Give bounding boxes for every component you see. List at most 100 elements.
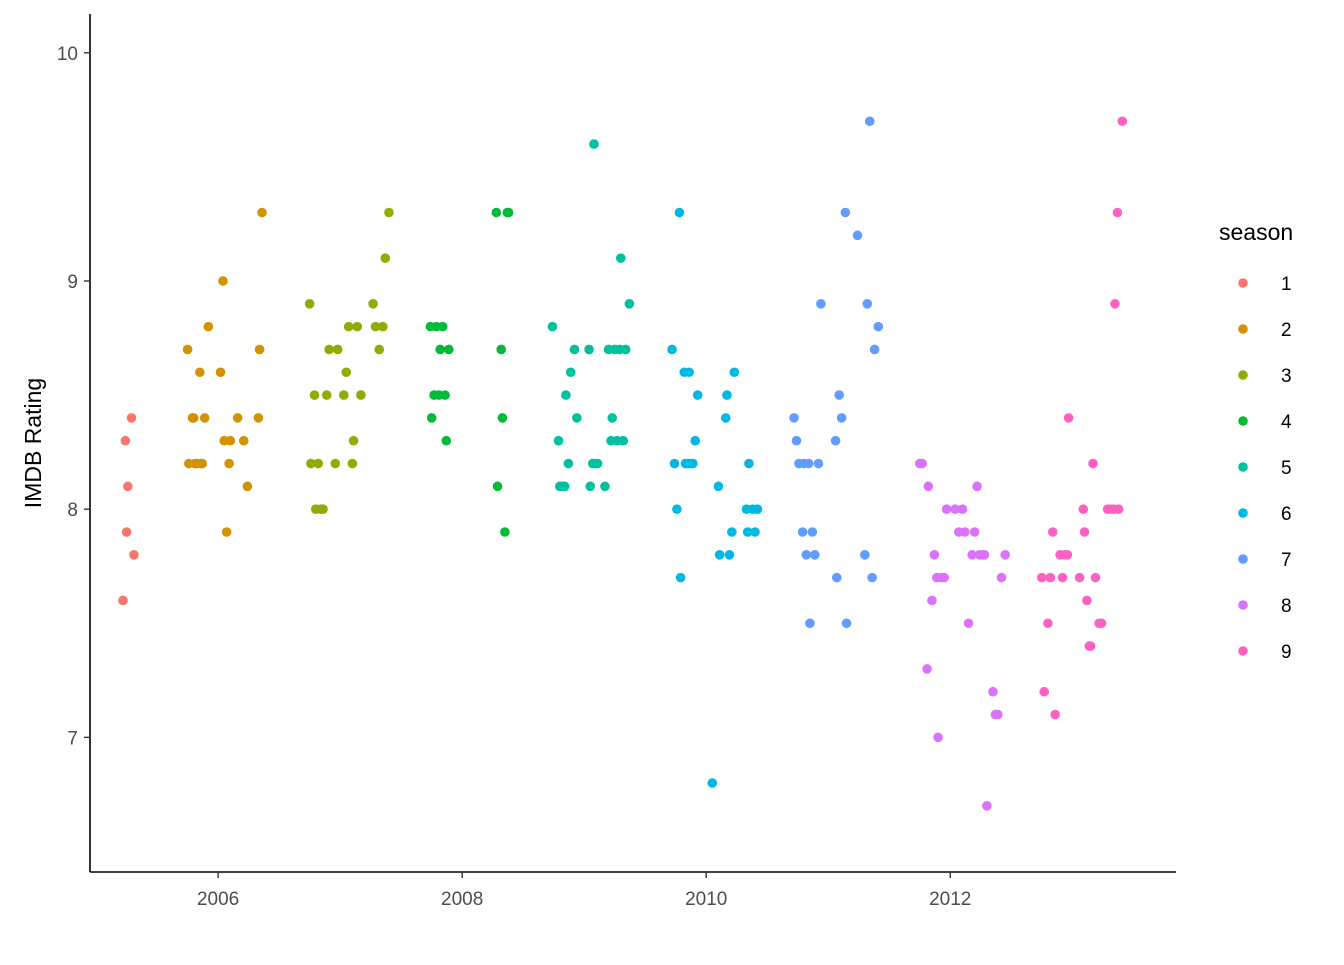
data-point bbox=[963, 618, 974, 629]
data-point bbox=[318, 504, 328, 514]
series-season-8 bbox=[914, 458, 1010, 811]
data-point bbox=[917, 458, 927, 469]
data-point bbox=[253, 413, 264, 423]
data-point bbox=[797, 527, 808, 537]
data-point bbox=[491, 207, 502, 218]
legend-key bbox=[1238, 508, 1248, 518]
data-point bbox=[713, 481, 724, 492]
data-point bbox=[569, 344, 580, 355]
data-point bbox=[592, 458, 603, 469]
data-point bbox=[339, 390, 349, 400]
data-point bbox=[972, 481, 982, 492]
data-point bbox=[500, 527, 510, 537]
data-point bbox=[722, 390, 732, 400]
data-point bbox=[126, 413, 137, 423]
data-point bbox=[330, 458, 341, 469]
data-point bbox=[687, 458, 698, 469]
data-point bbox=[672, 504, 682, 514]
legend-label: 8 bbox=[1281, 596, 1292, 617]
y-tick-label: 7 bbox=[67, 728, 78, 749]
data-point bbox=[801, 550, 812, 560]
series-season-6 bbox=[667, 207, 763, 788]
legend-key bbox=[1238, 278, 1248, 288]
data-point bbox=[675, 572, 686, 583]
x-tick-label: 2008 bbox=[441, 889, 483, 910]
data-point bbox=[313, 458, 323, 469]
data-point bbox=[123, 481, 133, 492]
data-point bbox=[1063, 413, 1074, 423]
data-point bbox=[789, 413, 799, 423]
data-point bbox=[1000, 550, 1010, 560]
data-point bbox=[221, 527, 232, 537]
data-point bbox=[867, 572, 877, 583]
legend-key bbox=[1238, 416, 1248, 426]
data-point bbox=[1050, 709, 1060, 720]
data-point bbox=[744, 458, 754, 469]
data-point bbox=[1036, 572, 1047, 583]
data-point bbox=[836, 413, 847, 423]
data-point bbox=[492, 481, 503, 492]
series-season-3 bbox=[304, 207, 394, 514]
data-point bbox=[321, 390, 332, 400]
data-point bbox=[1090, 572, 1101, 583]
data-point bbox=[834, 390, 845, 400]
data-point bbox=[218, 276, 228, 286]
data-point bbox=[384, 207, 394, 218]
data-point bbox=[348, 435, 359, 446]
legend-key bbox=[1238, 370, 1248, 380]
data-point bbox=[378, 321, 388, 332]
data-point bbox=[1088, 458, 1098, 469]
data-point bbox=[791, 435, 802, 446]
data-point bbox=[618, 435, 629, 446]
legend-key bbox=[1238, 646, 1248, 656]
data-point bbox=[988, 686, 998, 697]
data-point bbox=[1062, 550, 1073, 560]
legend-title: season bbox=[1219, 219, 1293, 245]
y-axis-title: IMDB Rating bbox=[20, 378, 46, 508]
axes: 7 8 9 10 2006 2008 2010 2012 IMDB Rating bbox=[20, 14, 1176, 910]
x-axis-ticks: 2006 2008 2010 2012 bbox=[197, 872, 971, 910]
series-season-5 bbox=[547, 139, 635, 492]
data-point bbox=[584, 344, 594, 355]
data-point bbox=[426, 413, 437, 423]
data-point bbox=[873, 321, 884, 332]
data-point bbox=[197, 458, 208, 469]
data-point bbox=[620, 344, 631, 355]
data-point bbox=[437, 321, 448, 332]
data-point bbox=[118, 595, 128, 606]
data-point bbox=[927, 595, 937, 606]
data-point bbox=[929, 550, 940, 560]
data-point bbox=[1043, 618, 1053, 629]
data-point bbox=[692, 390, 703, 400]
data-point bbox=[435, 344, 446, 355]
data-point bbox=[563, 458, 574, 469]
data-point bbox=[188, 413, 199, 423]
data-point bbox=[869, 344, 880, 355]
data-point bbox=[374, 344, 384, 355]
x-tick-label: 2010 bbox=[685, 889, 727, 910]
data-point bbox=[807, 527, 818, 537]
data-point bbox=[624, 299, 635, 309]
series-season-7 bbox=[789, 116, 884, 629]
data-point bbox=[368, 299, 378, 309]
data-point bbox=[121, 527, 132, 537]
data-point bbox=[967, 550, 978, 560]
data-point bbox=[615, 253, 626, 263]
legend-label: 9 bbox=[1281, 642, 1292, 663]
data-point bbox=[720, 413, 731, 423]
data-point bbox=[864, 116, 875, 127]
data-point bbox=[841, 618, 852, 629]
data-point bbox=[195, 367, 205, 378]
data-point bbox=[547, 321, 558, 332]
legend-label: 5 bbox=[1281, 458, 1292, 479]
data-point bbox=[182, 344, 193, 355]
data-point bbox=[813, 458, 824, 469]
data-point bbox=[674, 207, 685, 218]
y-tick-label: 10 bbox=[57, 44, 78, 65]
y-axis-ticks: 7 8 9 10 bbox=[57, 44, 90, 749]
y-tick-label: 9 bbox=[67, 272, 78, 293]
data-point bbox=[306, 458, 316, 469]
data-point bbox=[727, 527, 737, 537]
